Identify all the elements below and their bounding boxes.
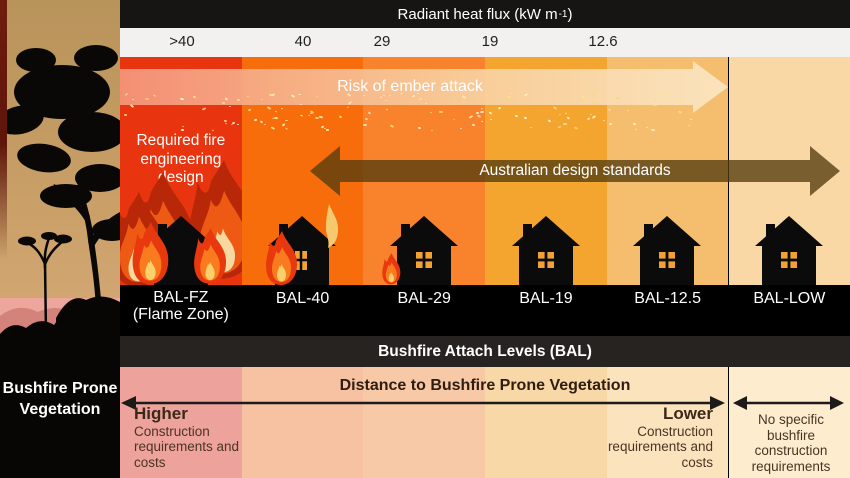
house-bal-29	[390, 216, 458, 285]
header-title: Radiant heat flux (kW m	[397, 5, 558, 23]
no-specific-note: No specific bushfire construction requir…	[751, 412, 831, 474]
bal-40-flame-tongue-icon	[326, 204, 338, 248]
higher-title: Higher	[134, 404, 188, 423]
radiant-heat-flux-header: Radiant heat flux (kW m -1)	[120, 0, 850, 28]
lower-body: Construction requirements and costs	[607, 423, 713, 470]
tall-bush-silhouette	[56, 296, 120, 478]
distance-column-bal-19	[485, 367, 607, 478]
label-bal-low: BAL-LOW	[753, 290, 826, 307]
bal-title-bar: Bushfire Attach Levels (BAL)	[120, 336, 850, 367]
design-standards-label: Australian design standards	[479, 162, 671, 179]
heat-value-40: 40	[294, 33, 312, 50]
design-standards-arrow	[310, 146, 840, 196]
bushfire-prone-vegetation-label: Bushfire Prone Vegetation	[2, 380, 118, 418]
label-bal-40: BAL-40	[275, 290, 330, 307]
heat-value-29: 29	[373, 33, 391, 50]
no-requirement-range-arrow	[733, 396, 844, 410]
small-tree-foliage	[18, 232, 72, 246]
label-bal-19: BAL-19	[519, 290, 573, 307]
left-edge-shadow	[0, 0, 7, 260]
bushfire-scene-panel: Bushfire Prone Vegetation	[0, 0, 120, 478]
higher-costs-note: Higher Construction requirements and cos…	[134, 404, 246, 470]
distance-column-bal-low	[728, 367, 850, 478]
house-bal-19	[512, 216, 580, 285]
bal-29-fire-icon	[382, 253, 401, 285]
higher-body: Construction requirements and costs	[134, 423, 240, 470]
label-bal-fz-line1: BAL-FZ	[153, 289, 209, 306]
distance-column-bal-125	[606, 367, 729, 478]
heat-flux-values-row: >40 40 29 19 12.6	[120, 28, 850, 57]
distance-column-bal-29	[363, 367, 486, 478]
ember-risk-label: Risk of ember attack	[337, 78, 483, 95]
bal-chart-panel: Radiant heat flux (kW m -1) >40 40 29 19 …	[120, 0, 850, 478]
ember-risk-arrow	[120, 61, 728, 113]
header-title-exponent: -1	[558, 8, 568, 20]
flame-zone-front-fire-icon	[132, 222, 227, 285]
distance-label: Distance to Bushfire Prone Vegetation	[339, 377, 631, 394]
fire-engineering-note: Required fire engineering design	[136, 132, 226, 186]
tree-silhouette-illustration	[0, 45, 120, 478]
label-bal-fz: BAL-FZ (Flame Zone)	[120, 289, 242, 323]
lower-title: Lower	[662, 404, 713, 423]
lower-costs-note: Lower Construction requirements and cost…	[601, 404, 713, 470]
distance-column-bal-40	[241, 367, 364, 478]
house-bal-low	[755, 216, 823, 285]
large-tree-silhouette	[0, 45, 120, 345]
label-bal-fz-line2: (Flame Zone)	[132, 305, 229, 323]
label-bal-125: BAL-12.5	[634, 290, 701, 307]
bal-40-fire-icon	[266, 231, 297, 285]
distance-column-bal-fz	[120, 367, 242, 478]
distance-range-arrow	[121, 396, 725, 410]
heat-value-19: 19	[481, 33, 499, 50]
header-title-close: )	[567, 5, 573, 23]
heat-value-fz: >40	[169, 33, 195, 50]
house-bal-125	[633, 216, 701, 285]
label-bal-29: BAL-29	[397, 290, 451, 307]
heat-value-126: 12.6	[588, 33, 618, 50]
